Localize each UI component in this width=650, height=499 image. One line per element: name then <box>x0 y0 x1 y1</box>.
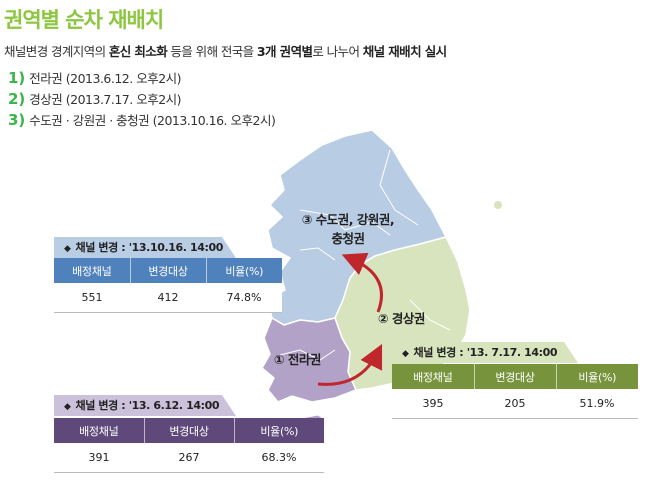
table-header-cell: 배정채널 <box>392 364 475 389</box>
table-header-cell: 변경대상 <box>130 258 207 283</box>
phase-list: 1) 전라권 (2013.6.12. 오후2시) 2) 경상권 (2013.7.17… <box>8 68 276 131</box>
change-table-gyeongsang: 배정채널 변경대상 비율(%) 395 205 51.9% <box>392 364 638 419</box>
table-header-cell: 변경대상 <box>474 364 557 389</box>
change-table-capital: 배정채널 변경대상 비율(%) 551 412 74.8% <box>54 258 282 313</box>
table-cell-changed: 267 <box>144 443 234 473</box>
table-header-cell: 비율(%) <box>556 364 638 389</box>
page-subtitle: 채널변경 경계지역의 혼신 최소화 등을 위해 전국을 3개 권역별로 나누어 … <box>4 41 447 60</box>
change-tag-gyeongsang: ◆ 채널 변경 : '13. 7.17. 14:00 <box>392 342 578 363</box>
region-label-capital-line1: ③ 수도권, 강원권, <box>301 212 395 227</box>
ulleung-island-shape <box>494 201 502 209</box>
table-cell-assigned: 395 <box>392 389 474 419</box>
diamond-bullet-icon: ◆ <box>64 244 71 254</box>
phase-item-jeolla: 1) 전라권 (2013.6.12. 오후2시) <box>8 68 275 89</box>
change-tag-capital-label: 채널 변경 : '13.10.16. 14:00 <box>75 241 223 254</box>
subtitle-emphasis-3: 채널 재배치 실시 <box>362 44 447 59</box>
region-label-capital-line2: 충청권 <box>331 231 365 246</box>
table-header-cell: 비율(%) <box>206 258 282 283</box>
subtitle-text-3: 로 나누어 <box>312 44 363 59</box>
diamond-bullet-icon: ◆ <box>402 349 409 359</box>
phase-text: 수도권 · 강원권 · 충청권 (2013.10.16. 오후2시) <box>29 113 276 128</box>
table-header-cell: 변경대상 <box>144 418 235 443</box>
table-cell-ratio: 51.9% <box>556 389 638 419</box>
phase-number: 1) <box>8 69 26 87</box>
page-title: 권역별 순차 재배치 <box>4 8 164 32</box>
table-row: 391 267 68.3% <box>54 443 324 473</box>
phase-text: 전라권 (2013.6.12. 오후2시) <box>29 71 182 86</box>
subtitle-text-2: 등을 위해 전국을 <box>167 44 257 59</box>
table-cell-changed: 412 <box>130 283 206 313</box>
change-tag-jeolla-label: 채널 변경 : '13. 6.12. 14:00 <box>75 399 220 412</box>
table-header-row: 배정채널 변경대상 비율(%) <box>54 418 324 443</box>
table-cell-assigned: 551 <box>54 283 130 313</box>
table-row: 395 205 51.9% <box>392 389 638 419</box>
region-jeolla-shape <box>261 316 358 403</box>
phase-number: 3) <box>8 111 26 129</box>
region-label-capital: ③ 수도권, 강원권, 충청권 <box>278 209 418 247</box>
subtitle-emphasis-1: 혼신 최소화 <box>108 44 168 59</box>
region-label-jeolla: ① 전라권 <box>274 352 321 367</box>
phase-text: 경상권 (2013.7.17. 오후2시) <box>29 92 182 107</box>
change-tag-gyeongsang-label: 채널 변경 : '13. 7.17. 14:00 <box>413 346 558 359</box>
arrow-gyeongsang-to-capital <box>341 252 383 313</box>
subtitle-emphasis-2: 3개 권역별 <box>256 44 313 59</box>
table-header-cell: 비율(%) <box>234 418 324 443</box>
table-header-cell: 배정채널 <box>54 258 131 283</box>
table-cell-ratio: 74.8% <box>206 283 282 313</box>
change-tag-jeolla: ◆ 채널 변경 : '13. 6.12. 14:00 <box>54 395 236 416</box>
diamond-bullet-icon: ◆ <box>64 402 71 412</box>
table-cell-assigned: 391 <box>54 443 144 473</box>
phase-item-capital: 3) 수도권 · 강원권 · 충청권 (2013.10.16. 오후2시) <box>8 110 276 131</box>
region-label-gyeongsang: ② 경상권 <box>378 311 425 326</box>
phase-item-gyeongsang: 2) 경상권 (2013.7.17. 오후2시) <box>8 89 275 110</box>
table-header-cell: 배정채널 <box>54 418 145 443</box>
table-header-row: 배정채널 변경대상 비율(%) <box>392 364 638 389</box>
arrow-jeolla-to-gyeongsang <box>317 343 383 386</box>
table-cell-changed: 205 <box>474 389 556 419</box>
change-table-jeolla: 배정채널 변경대상 비율(%) 391 267 68.3% <box>54 418 324 473</box>
table-header-row: 배정채널 변경대상 비율(%) <box>54 258 282 283</box>
subtitle-text-1: 채널변경 경계지역의 <box>4 44 109 59</box>
phase-number: 2) <box>8 90 26 108</box>
table-cell-ratio: 68.3% <box>234 443 324 473</box>
province-borders <box>279 149 451 361</box>
change-tag-capital: ◆ 채널 변경 : '13.10.16. 14:00 <box>54 237 236 258</box>
table-row: 551 412 74.8% <box>54 283 282 313</box>
